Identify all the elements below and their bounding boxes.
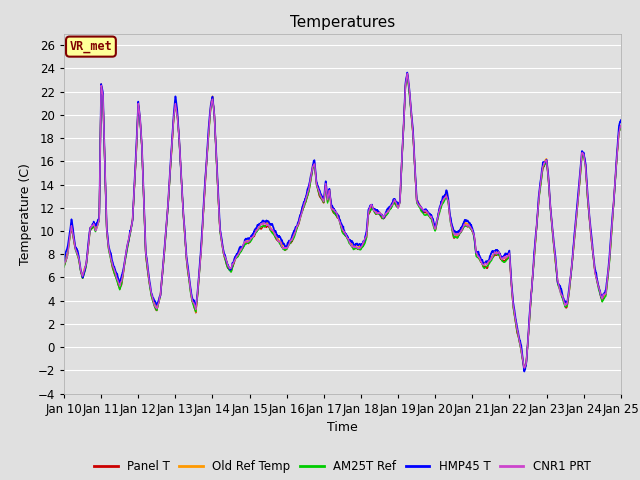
Legend: Panel T, Old Ref Temp, AM25T Ref, HMP45 T, CNR1 PRT: Panel T, Old Ref Temp, AM25T Ref, HMP45 …	[90, 456, 595, 478]
Y-axis label: Temperature (C): Temperature (C)	[19, 163, 32, 264]
Title: Temperatures: Temperatures	[290, 15, 395, 30]
Text: VR_met: VR_met	[70, 40, 112, 53]
X-axis label: Time: Time	[327, 421, 358, 434]
